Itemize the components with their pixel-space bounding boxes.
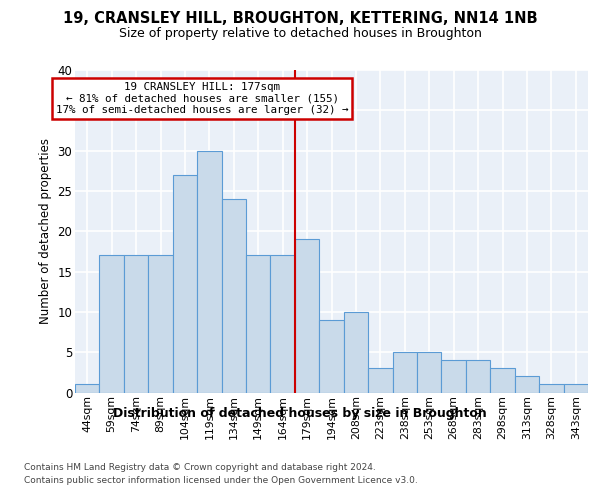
Bar (173, 175, 197, 392)
Text: 19 CRANSLEY HILL: 177sqm
← 81% of detached houses are smaller (155)
17% of semi-: 19 CRANSLEY HILL: 177sqm ← 81% of detach… (56, 82, 348, 116)
Bar (466, 360, 490, 392)
Bar (295, 240, 319, 392)
Bar (221, 199, 246, 392)
Bar (563, 384, 588, 392)
Bar (246, 256, 271, 392)
Bar (515, 376, 539, 392)
Bar (75, 384, 100, 392)
Bar (392, 352, 417, 393)
Text: Contains HM Land Registry data © Crown copyright and database right 2024.: Contains HM Land Registry data © Crown c… (24, 462, 376, 471)
Bar (271, 256, 295, 392)
Bar (100, 256, 124, 392)
Bar (319, 320, 344, 392)
Bar (490, 368, 515, 392)
Text: Contains public sector information licensed under the Open Government Licence v3: Contains public sector information licen… (24, 476, 418, 485)
Bar (197, 150, 221, 392)
Bar (442, 360, 466, 392)
Text: 19, CRANSLEY HILL, BROUGHTON, KETTERING, NN14 1NB: 19, CRANSLEY HILL, BROUGHTON, KETTERING,… (62, 11, 538, 26)
Bar (344, 312, 368, 392)
Bar (368, 368, 392, 392)
Bar (124, 256, 148, 392)
Y-axis label: Number of detached properties: Number of detached properties (39, 138, 52, 324)
Bar (417, 352, 442, 393)
Bar (539, 384, 563, 392)
Text: Size of property relative to detached houses in Broughton: Size of property relative to detached ho… (119, 28, 481, 40)
Bar (148, 256, 173, 392)
Text: Distribution of detached houses by size in Broughton: Distribution of detached houses by size … (113, 408, 487, 420)
